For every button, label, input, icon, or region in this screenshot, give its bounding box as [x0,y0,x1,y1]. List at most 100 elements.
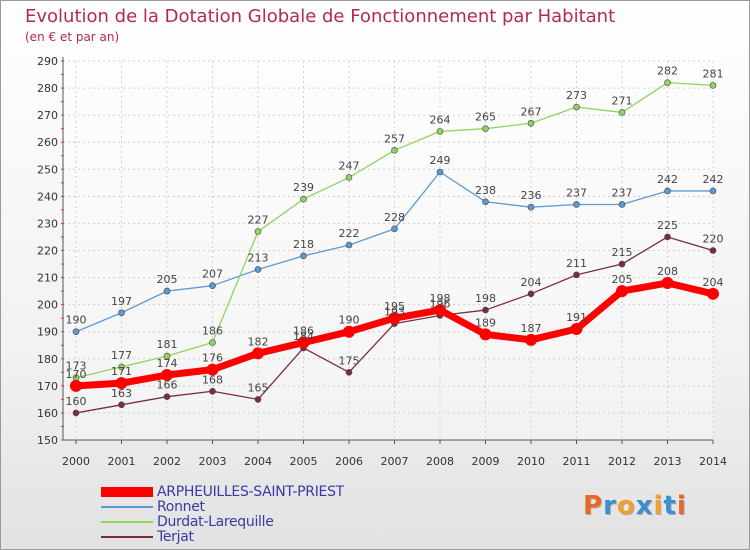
data-label-terjat: 168 [202,373,223,386]
data-label-arpheuilles-saint-priest: 176 [202,352,223,365]
data-point-arpheuilles-saint-priest [206,363,219,376]
y-tick-label: 250 [37,163,58,176]
data-point-arpheuilles-saint-priest [525,333,537,346]
data-point-ronnet [436,168,444,176]
data-label-terjat: 160 [66,395,87,408]
legend-swatch [101,506,153,508]
data-point-terjat [664,233,671,241]
data-label-durdat-larequille: 281 [703,67,724,80]
y-tick-label: 280 [37,82,58,95]
y-tick-label: 180 [37,353,58,366]
x-tick-label: 2005 [290,455,318,468]
x-tick-label: 2008 [426,455,454,468]
y-tick-label: 150 [37,434,58,447]
data-point-terjat [209,387,216,395]
data-point-terjat [72,409,80,417]
data-point-durdat-larequille [482,125,489,132]
data-point-arpheuilles-saint-priest [252,347,264,360]
data-label-durdat-larequille: 247 [339,159,360,172]
data-label-ronnet: 218 [293,238,314,251]
data-point-arpheuilles-saint-priest [616,285,628,298]
data-point-arpheuilles-saint-priest [115,377,128,390]
data-label-durdat-larequille: 239 [293,181,314,194]
data-point-ronnet [618,201,626,208]
data-point-durdat-larequille [391,147,398,154]
data-label-durdat-larequille: 265 [475,111,496,124]
data-label-arpheuilles-saint-priest: 205 [612,273,633,286]
data-label-terjat: 196 [430,297,451,310]
x-tick-label: 2001 [108,455,136,468]
data-label-arpheuilles-saint-priest: 204 [703,276,724,289]
data-label-terjat: 193 [384,306,405,319]
data-point-terjat [163,393,171,400]
y-tick-label: 270 [37,109,58,122]
legend-label: Terjat [157,529,194,545]
data-point-ronnet [527,203,535,211]
data-label-arpheuilles-saint-priest: 182 [248,335,269,348]
data-label-arpheuilles-saint-priest: 195 [384,300,405,313]
data-point-arpheuilles-saint-priest [161,369,173,382]
legend-label: ARPHEUILLES-SAINT-PRIEST [157,484,344,500]
data-point-ronnet [664,187,671,195]
data-label-arpheuilles-saint-priest: 171 [111,365,132,378]
y-tick-label: 170 [37,380,58,393]
data-label-durdat-larequille: 282 [657,65,678,78]
legend-label: Durdat-Larequille [157,514,274,530]
data-label-arpheuilles-saint-priest: 191 [566,311,587,324]
data-label-durdat-larequille: 267 [521,105,542,118]
data-label-ronnet: 197 [111,295,132,308]
data-label-terjat: 184 [293,330,314,343]
data-point-durdat-larequille [618,109,626,116]
data-label-terjat: 220 [703,233,724,246]
data-label-durdat-larequille: 177 [111,349,132,362]
data-label-arpheuilles-saint-priest: 187 [521,322,542,335]
data-label-ronnet: 213 [248,251,269,264]
data-point-arpheuilles-saint-priest [570,323,583,336]
data-point-arpheuilles-saint-priest [343,325,355,338]
data-label-arpheuilles-saint-priest: 174 [157,357,178,370]
data-label-arpheuilles-saint-priest: 170 [66,368,87,381]
data-point-ronnet [300,252,307,260]
data-label-ronnet: 242 [703,173,724,186]
y-tick-label: 220 [37,245,58,258]
data-point-durdat-larequille [209,339,216,346]
data-point-durdat-larequille [527,119,535,127]
chart-title: Evolution de la Dotation Globale de Fonc… [25,6,616,27]
data-label-terjat: 175 [339,354,360,367]
data-label-ronnet: 238 [475,184,496,197]
data-label-arpheuilles-saint-priest: 190 [339,314,360,327]
y-tick-label: 260 [37,136,58,149]
x-tick-label: 2010 [517,455,545,468]
data-point-durdat-larequille [573,103,580,111]
x-tick-label: 2004 [244,455,272,468]
data-label-arpheuilles-saint-priest: 198 [430,292,451,305]
data-point-terjat [618,260,626,268]
x-tick-label: 2003 [199,455,227,468]
data-label-durdat-larequille: 264 [430,113,451,126]
data-label-durdat-larequille: 257 [384,132,405,145]
data-point-arpheuilles-saint-priest [434,304,446,317]
data-label-durdat-larequille: 186 [202,325,223,338]
data-label-terjat: 225 [657,219,678,232]
data-point-durdat-larequille [664,79,671,86]
data-label-ronnet: 236 [521,189,542,202]
y-tick-label: 190 [37,326,58,339]
data-label-terjat: 211 [566,257,587,270]
data-point-durdat-larequille [300,195,307,203]
data-label-terjat: 204 [521,276,542,289]
data-label-ronnet: 190 [66,314,87,327]
data-point-arpheuilles-saint-priest [479,328,492,341]
data-point-ronnet [163,287,171,295]
data-label-terjat: 215 [612,246,633,259]
data-point-terjat [527,290,535,298]
proxiti-logo: Proxiti [583,491,687,521]
x-tick-label: 2011 [563,455,591,468]
data-point-terjat [254,396,262,403]
data-label-terjat: 166 [157,379,178,392]
data-label-ronnet: 242 [657,173,678,186]
data-point-terjat [709,247,717,254]
data-point-durdat-larequille [709,82,717,89]
data-label-ronnet: 222 [339,227,360,240]
data-point-terjat [482,306,489,314]
